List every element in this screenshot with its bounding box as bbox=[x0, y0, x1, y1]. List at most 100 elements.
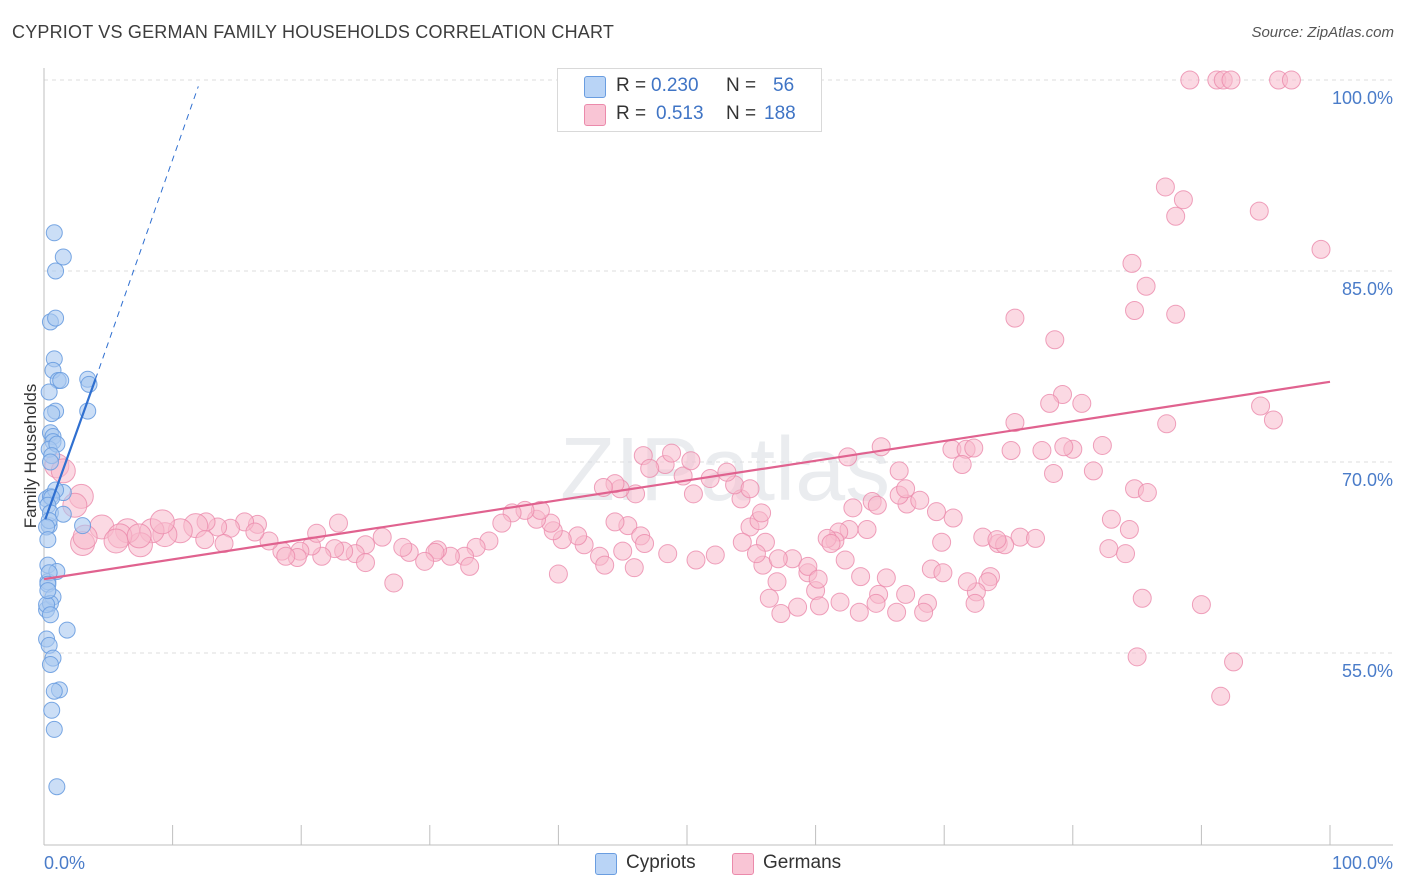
germans-point bbox=[705, 545, 725, 565]
cypriots-point bbox=[54, 248, 72, 266]
germans-point bbox=[658, 544, 678, 564]
bottom-legend-swatch-germans bbox=[732, 853, 754, 875]
germans-point bbox=[943, 508, 963, 528]
germans-point bbox=[798, 556, 818, 576]
germans-point bbox=[1045, 330, 1065, 350]
legend-n-value-cypriots: 56 bbox=[773, 75, 795, 96]
germans-point bbox=[876, 568, 896, 588]
germans-point bbox=[933, 563, 953, 583]
y-tick-label-0: 100.0% bbox=[1332, 88, 1393, 108]
germans-point bbox=[149, 509, 175, 535]
y-tick-labels: 100.0% 85.0% 70.0% 55.0% bbox=[1332, 88, 1393, 681]
cypriots-point bbox=[39, 582, 57, 600]
cypriots-trend-extension bbox=[94, 86, 199, 380]
germans-point bbox=[1281, 70, 1301, 90]
cypriots-point bbox=[48, 778, 66, 796]
legend-swatch-cypriots bbox=[584, 76, 606, 98]
germans-point bbox=[867, 495, 887, 515]
cypriots-point bbox=[41, 453, 59, 471]
germans-point bbox=[613, 541, 633, 561]
cypriots-point bbox=[58, 621, 76, 639]
germans-point bbox=[605, 512, 625, 532]
germans-point bbox=[896, 584, 916, 604]
germans-point bbox=[1180, 70, 1200, 90]
cypriots-point bbox=[43, 405, 61, 423]
legend-r-label: R = bbox=[616, 103, 647, 124]
cypriots-point bbox=[45, 720, 63, 738]
germans-point bbox=[914, 602, 934, 622]
germans-point bbox=[245, 522, 265, 542]
chart-source: Source: ZipAtlas.com bbox=[1251, 24, 1394, 41]
germans-point bbox=[356, 553, 375, 573]
cypriots-point bbox=[40, 383, 58, 401]
germans-point bbox=[1032, 441, 1052, 461]
germans-point bbox=[808, 569, 828, 589]
germans-point bbox=[1044, 463, 1064, 483]
legend-n-label: N = bbox=[726, 103, 757, 124]
germans-point bbox=[965, 593, 985, 613]
germans-point bbox=[1001, 441, 1021, 461]
germans-point bbox=[717, 462, 737, 482]
y-tick-label-2: 70.0% bbox=[1342, 470, 1393, 490]
germans-point bbox=[1249, 201, 1269, 221]
germans-point bbox=[857, 519, 877, 539]
cypriots-point bbox=[74, 517, 92, 535]
germans-point bbox=[1173, 190, 1193, 210]
germans-point bbox=[964, 438, 984, 458]
germans-point bbox=[1157, 414, 1177, 434]
germans-point bbox=[276, 546, 296, 566]
germans-point bbox=[195, 530, 215, 550]
germans-point bbox=[1311, 239, 1331, 259]
legend-r-value-germans: 0.513 bbox=[656, 103, 704, 124]
germans-point bbox=[624, 558, 644, 578]
y-tick-label-3: 55.0% bbox=[1342, 661, 1393, 681]
x-tick-label-min: 0.0% bbox=[44, 853, 85, 873]
cypriots-point bbox=[54, 505, 72, 523]
germans-point bbox=[821, 533, 841, 553]
germans-point bbox=[1166, 206, 1186, 226]
germans-point bbox=[788, 597, 808, 617]
germans-point bbox=[1099, 539, 1119, 559]
germans-point bbox=[866, 593, 886, 613]
germans-point bbox=[1251, 396, 1271, 416]
bottom-legend-swatch-cypriots bbox=[595, 853, 617, 875]
germans-point bbox=[1127, 647, 1147, 667]
germans-point bbox=[987, 530, 1007, 550]
germans-point bbox=[849, 602, 869, 622]
cypriots-point bbox=[47, 262, 65, 280]
germans-point bbox=[683, 484, 703, 504]
cypriots-point bbox=[43, 701, 61, 719]
correlation-legend: R = 0.230 N = 56 R = 0.513 N = 188 bbox=[557, 68, 822, 132]
germans-point bbox=[492, 513, 512, 533]
germans-point bbox=[1221, 70, 1241, 90]
germans-point bbox=[1005, 308, 1025, 328]
germans-point bbox=[460, 556, 480, 576]
bottom-legend-label-cypriots: Cypriots bbox=[626, 852, 696, 873]
germans-point bbox=[1122, 253, 1142, 273]
germans-point bbox=[1224, 652, 1244, 672]
germans-point bbox=[635, 533, 655, 553]
germans-point bbox=[372, 527, 392, 547]
germans-point bbox=[740, 479, 760, 499]
germans-trend-line bbox=[43, 380, 1331, 581]
germans-point bbox=[771, 604, 791, 624]
cypriots-point bbox=[45, 682, 63, 700]
cypriots-trend-line bbox=[44, 378, 97, 520]
germans-point bbox=[681, 451, 701, 471]
germans-point bbox=[1040, 393, 1060, 413]
legend-n-label: N = bbox=[726, 75, 757, 96]
y-axis-title: Family Households bbox=[21, 384, 40, 529]
germans-point bbox=[1054, 437, 1074, 457]
germans-point bbox=[752, 503, 772, 523]
germans-point bbox=[328, 513, 348, 533]
germans-point bbox=[1072, 393, 1092, 413]
germans-point bbox=[830, 592, 850, 612]
germans-point bbox=[889, 461, 909, 481]
cypriots-points bbox=[38, 224, 98, 796]
germans-point bbox=[1026, 528, 1046, 548]
germans-point bbox=[1166, 304, 1186, 324]
germans-point bbox=[910, 490, 930, 510]
germans-point bbox=[1191, 595, 1211, 615]
germans-point bbox=[686, 550, 706, 570]
